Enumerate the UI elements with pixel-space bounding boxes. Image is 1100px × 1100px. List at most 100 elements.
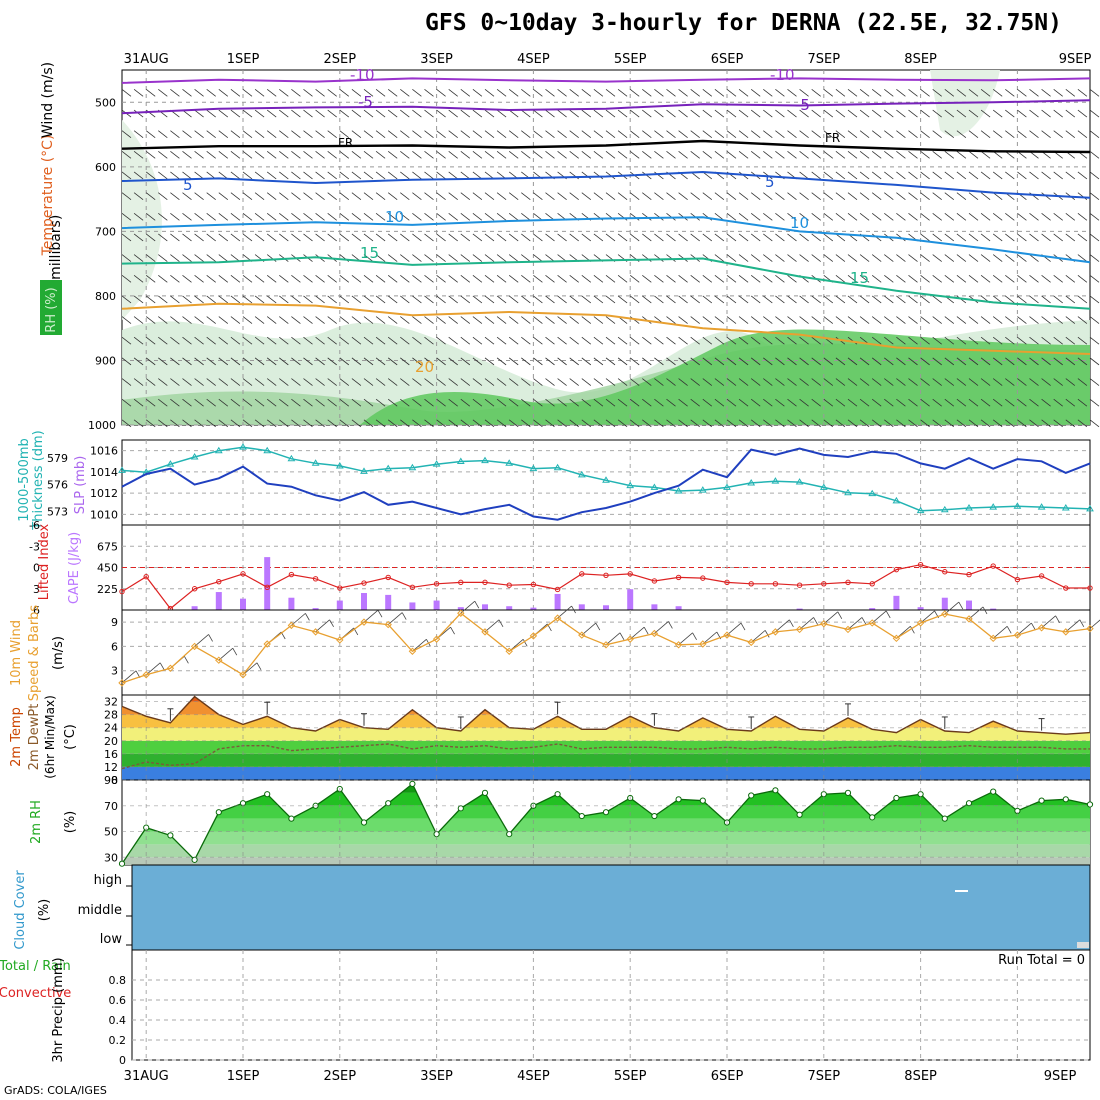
wind-speed-marker [1062, 628, 1070, 636]
wind-barb [847, 274, 858, 283]
wind-barb [835, 295, 846, 304]
wind-barb [666, 378, 676, 386]
wind-barb [763, 378, 773, 386]
wind-barb [315, 378, 325, 386]
wind-barb [206, 151, 216, 159]
wind-barb [908, 295, 918, 304]
wind-barb [327, 233, 337, 242]
wind-barb [254, 89, 265, 97]
cape-bar [941, 597, 948, 610]
wind-barb [279, 419, 289, 428]
wind-barb [158, 212, 168, 221]
temp-ylabel-b: 2m DewPt [27, 704, 42, 771]
wind-barb [920, 89, 930, 97]
wind-barb [750, 89, 761, 97]
cape-bar [990, 608, 997, 610]
wind-barb [908, 336, 918, 345]
li-marker [893, 566, 900, 573]
wind-barb [932, 378, 942, 386]
wind-barb [254, 130, 265, 138]
wind-barb [726, 212, 737, 221]
wind-barb-flag [668, 621, 673, 629]
wind-barb [581, 295, 592, 304]
wind-barb [363, 378, 374, 386]
wind-barb [1041, 171, 1051, 180]
wind-barb [484, 233, 495, 242]
wind-barb [194, 89, 204, 97]
wind-barb [726, 357, 737, 366]
wind-barb [920, 130, 930, 138]
wind-barb [968, 274, 979, 283]
wind-barb [145, 295, 156, 304]
li-marker [627, 571, 633, 577]
wind-barb [1029, 378, 1039, 386]
wind-barb [254, 419, 265, 428]
wind-barb [508, 316, 519, 324]
top-day-label: 7SEP [808, 52, 841, 67]
wind-barb [593, 151, 604, 159]
top-day-label: 31AUG [124, 52, 169, 67]
wind-barb-flag [474, 601, 480, 609]
wind-barb [218, 274, 229, 283]
wind-barb [254, 295, 265, 304]
wind-barb [859, 419, 870, 428]
wind-barb [726, 192, 737, 200]
wind-barb [1029, 357, 1039, 366]
wind-barb [194, 316, 204, 324]
wind-barb [508, 295, 519, 304]
wind-barb [835, 109, 846, 118]
li-marker [990, 563, 996, 569]
wind-barb [230, 130, 241, 138]
wind-barb [412, 233, 422, 242]
rh-tick-label: 30 [104, 851, 118, 864]
top-day-label: 5SEP [614, 52, 647, 67]
wind-barb [557, 316, 567, 324]
wind-barb [291, 130, 301, 138]
wind-barb [605, 89, 616, 97]
precip-frame [131, 949, 1091, 1061]
wind-barb [835, 316, 846, 324]
wind-barb [678, 419, 688, 428]
wind-barb [1041, 419, 1051, 428]
wind-barb [339, 130, 350, 138]
wind-barb [980, 316, 991, 324]
wind-barb [472, 357, 483, 366]
wind-barb [557, 130, 567, 138]
isotherm-label: -5 [795, 96, 810, 114]
wind-barb [726, 295, 737, 304]
wind-barb [654, 419, 664, 428]
wind-barb [702, 89, 713, 97]
wind-barb [266, 192, 277, 200]
wind-barb [738, 130, 749, 138]
wind-barb [158, 419, 168, 428]
rh-marker [360, 819, 368, 826]
wind-barb [508, 336, 519, 345]
wind-barb [279, 336, 289, 345]
wind-barb [363, 254, 374, 262]
wind-barb [617, 398, 628, 407]
wind-barb [763, 130, 773, 138]
wind-barb [992, 626, 1008, 639]
wind-barb [666, 130, 676, 138]
wind-barb [847, 617, 863, 630]
wind-speed-marker [553, 614, 562, 622]
wind-ylabel-units: (m/s) [51, 636, 66, 670]
wind-barb [714, 378, 725, 386]
wind-barb [908, 109, 918, 118]
wind-barb [992, 419, 1003, 428]
wind-barb [617, 378, 628, 386]
cape-bar [917, 607, 924, 610]
wind-barb [266, 316, 277, 324]
wind-barb [363, 130, 374, 138]
wind-barb [242, 295, 253, 304]
wind-barb [823, 419, 834, 428]
wind-barb [593, 378, 604, 386]
wind-barb [629, 212, 640, 221]
wind-barb [182, 357, 192, 366]
wind-barb [1089, 336, 1100, 345]
wind-barb [170, 316, 180, 324]
wind-barb [254, 233, 265, 242]
wind-barb [787, 398, 797, 407]
wind-barb [484, 357, 495, 366]
wind-barb [750, 151, 761, 159]
